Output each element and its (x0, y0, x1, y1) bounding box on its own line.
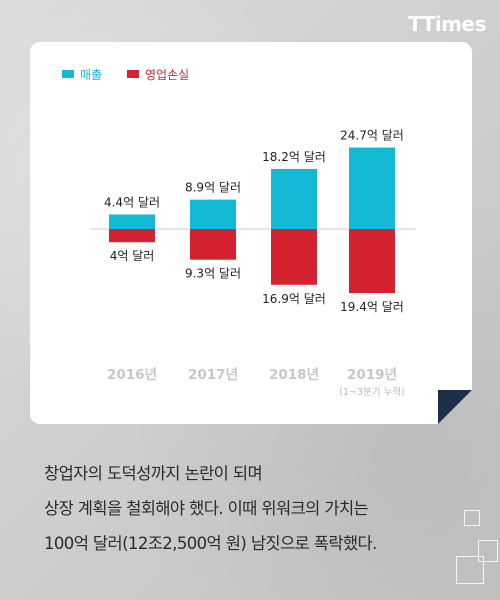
x-tick-label-4: 2019년 (347, 367, 397, 383)
chart-card (30, 42, 472, 424)
caption-line-1: 창업자의 도덕성까지 논란이 되며 (44, 464, 263, 483)
ttimes-logo: TTimes (408, 12, 486, 36)
caption-text: 창업자의 도덕성까지 논란이 되며 상장 계획을 철회해야 했다. 이때 위워크… (44, 456, 474, 561)
legend-label-revenue: 매출 (80, 68, 102, 82)
legend: 매출 영업손실 (62, 68, 189, 82)
data-label-revenue-2: 8.9억 달러 (185, 181, 241, 195)
bar-loss-3 (271, 229, 317, 285)
x-tick-label-3: 2018년 (269, 367, 319, 383)
logo-times: Times (421, 12, 487, 36)
caption-line-3: 100억 달러(12조2,500억 원) 남짓으로 폭락했다. (44, 534, 377, 553)
legend-swatch-revenue (62, 70, 74, 78)
data-label-revenue-1: 4.4억 달러 (104, 195, 160, 209)
logo-t: T (408, 12, 422, 36)
data-label-loss-1: 4억 달러 (110, 249, 155, 263)
decor-square (464, 510, 480, 526)
data-label-loss-3: 16.9억 달러 (262, 292, 326, 306)
bar-revenue-2 (190, 199, 236, 229)
bars-group: 4.4억 달러 4억 달러 2016년 8.9억 달러 9.3억 달러 2017년 18.2… (104, 128, 405, 398)
legend-label-loss: 영업손실 (145, 68, 189, 82)
bar-loss-1 (109, 229, 155, 243)
x-tick-label-1: 2016년 (107, 367, 157, 383)
bar-revenue-3 (271, 168, 317, 229)
x-tick-note-4: (1~3분기 누적) (339, 386, 404, 398)
legend-swatch-loss (127, 70, 139, 78)
x-tick-label-2: 2017년 (188, 367, 238, 383)
caption-line-2: 상장 계획을 철회해야 했다. 이때 위워크의 가치는 (44, 499, 369, 518)
decor-square (456, 556, 484, 584)
bar-loss-4 (349, 229, 395, 294)
bar-loss-2 (190, 229, 236, 260)
decor-square (478, 540, 498, 562)
bar-revenue-4 (349, 147, 395, 229)
bar-chart: 매출 영업손실 4.4억 달러 4억 달러 2016년 8.9억 달러 9.3억 달러 2… (62, 68, 416, 398)
data-label-revenue-3: 18.2억 달러 (262, 150, 326, 164)
bar-revenue-1 (109, 214, 155, 229)
data-label-loss-4: 19.4억 달러 (340, 300, 404, 314)
data-label-revenue-4: 24.7억 달러 (340, 128, 404, 142)
data-label-loss-2: 9.3억 달러 (185, 267, 241, 281)
